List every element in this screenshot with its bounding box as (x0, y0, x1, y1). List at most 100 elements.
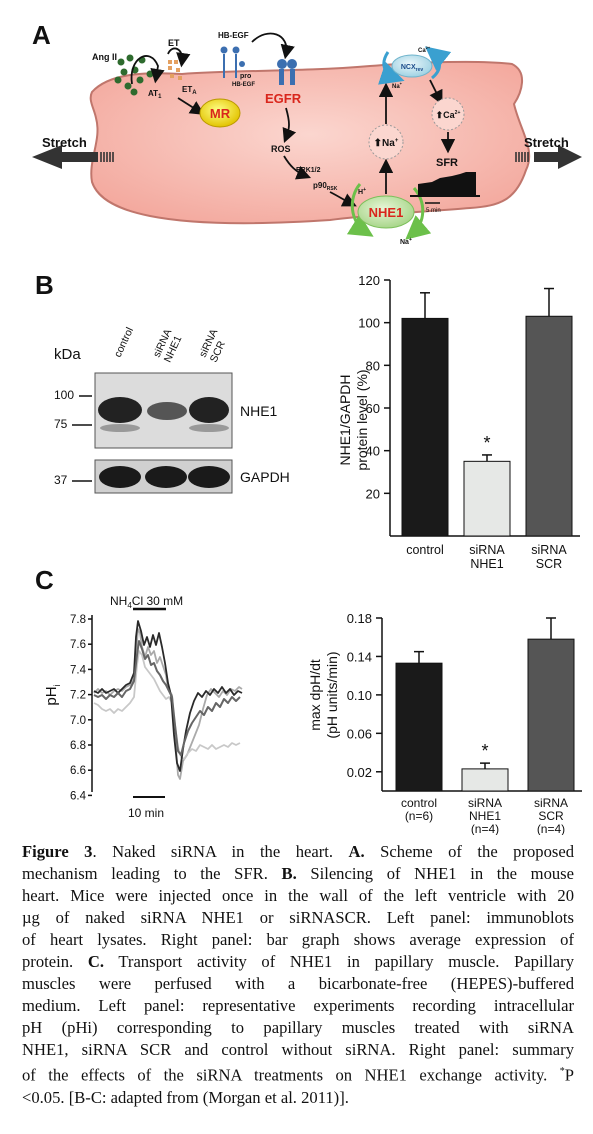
nhe1-node (357, 195, 415, 229)
chart-c-category-label: control (401, 796, 437, 810)
sfr-trace (410, 172, 480, 204)
svg-text:ETA: ETA (182, 85, 197, 96)
phi-trace: NH4Cl 30 mM pHi 7.8 7.6 7.4 7.2 7.0 6.8 6.6 6.4… (43, 594, 243, 820)
panel-b-letter: B (35, 270, 54, 300)
treatment-label: NH4Cl 30 mM (110, 594, 183, 610)
chart-c: 0.02 0.06 0.10 0.14 0.18 * control(n=6) siRNA… (307, 611, 582, 835)
hbegf-label: HB-EGF (218, 31, 249, 40)
kda-label: kDa (54, 346, 81, 363)
trace-curves (93, 620, 243, 780)
trace-ytick-label: 7.2 (70, 690, 86, 702)
caption-line-3: heart. Mice were injected once in the wa… (22, 886, 574, 905)
chart-c-bar (527, 638, 575, 792)
svg-text:Ca2+: Ca2+ (418, 45, 431, 54)
chart-c-category-label: (n=6) (405, 809, 433, 823)
chart-c-category-label: NHE1 (469, 809, 501, 823)
lane-label-sirna-nhe1: siRNANHE1 (151, 327, 185, 364)
chart-c-ytick-label: 0.10 (347, 688, 372, 703)
sfr-label: SFR (436, 157, 458, 169)
chart-b-ylabel: NHE1/GAPDHprotein level (%) (337, 369, 370, 470)
egfr-label: EGFR (265, 91, 302, 106)
sfr-scale: 5 min (426, 208, 441, 214)
svg-text:NCXrev: NCXrev (401, 64, 424, 73)
caption-line-2: mechanism leading to the SFR. B. Silenci… (22, 864, 574, 883)
trace-ytick-label: 7.6 (70, 639, 86, 651)
svg-text:Na+: Na+ (392, 81, 403, 90)
trace-ytick-label: 6.6 (70, 765, 86, 777)
band-label-gapdh: GAPDH (240, 469, 290, 485)
chart-c-bar (395, 662, 443, 792)
svg-text:pro: pro (240, 73, 251, 80)
marker-75: 75 (54, 417, 68, 431)
svg-text:AT1: AT1 (148, 89, 162, 100)
chart-c-ytick-label: 0.02 (347, 765, 372, 780)
hbegf-ligands (220, 46, 245, 78)
chart-c-ytick-label: 0.18 (347, 611, 372, 626)
chart-c-category-label: (n=4) (537, 822, 565, 835)
chart-c-significance: * (481, 741, 488, 761)
western-blot: kDa control siRNANHE1 siRNASCR 100 75 37… (54, 326, 290, 494)
chart-b-ytick-label: 20 (366, 486, 380, 501)
chart-b-ytick-label: 60 (366, 401, 380, 416)
cardiomyocyte-cell (89, 60, 531, 225)
trace-ylabel: pHi (43, 684, 62, 705)
angii-label: Ang II (92, 52, 117, 62)
chart-c-category-label: siRNA (468, 796, 502, 810)
panel-a-letter: A (32, 20, 51, 50)
lane-label-control: control (112, 326, 136, 360)
trace-ytick-label: 7.8 (70, 614, 86, 626)
caption-line-10: NHE1, siRNA SCR and control without siRN… (22, 1040, 574, 1059)
chart-b-category-label: NHE1 (470, 557, 503, 571)
erk-label: ERK1/2 (296, 167, 321, 174)
svg-text:MR: MR (210, 106, 231, 121)
chart-b-bar (525, 315, 573, 537)
chart-b-bar (401, 317, 449, 537)
caption-line-11: of the effects of the siRNA treatments o… (22, 1065, 574, 1085)
caption-line-9: pH (pHi) corresponding to papillary musc… (22, 1018, 574, 1037)
trace-scale: 10 min (128, 806, 164, 820)
chart-c-category-label: siRNA (534, 796, 568, 810)
trace-ytick-label: 6.8 (70, 740, 86, 752)
caption-line-6: protein. C. Transport activity of NHE1 i… (22, 952, 574, 971)
chart-c-ytick-label: 0.14 (347, 649, 372, 664)
caption-line-7: muscles were perfused with a bicarbonate… (22, 974, 574, 993)
stretch-left-arrow (32, 145, 114, 169)
chart-b-category-label: control (406, 543, 444, 557)
chart-b-category-label: SCR (536, 557, 562, 571)
chart-b-ytick-label: 120 (358, 273, 380, 288)
chart-c-bar (461, 768, 509, 792)
svg-text:Na+: Na+ (400, 237, 412, 246)
panel-c-letter: C (35, 565, 54, 595)
figure-caption: Figure 3. Naked siRNA in the heart. A. S… (22, 841, 574, 1109)
band-label-nhe1: NHE1 (240, 403, 278, 419)
panel-a-scheme: Stretch Stretch Ang II AT1 ET ETA MR HB-… (32, 31, 582, 246)
chart-b-bar (463, 460, 511, 537)
egfr-receptor (277, 59, 297, 85)
ncx-node (391, 54, 433, 78)
stretch-right-label: Stretch (524, 135, 569, 150)
svg-text:H+: H+ (358, 187, 366, 196)
ros-label: ROS (271, 144, 291, 154)
chart-b-category-label: siRNA (469, 543, 505, 557)
chart-c-ytick-label: 0.06 (347, 726, 372, 741)
mr-node (199, 98, 241, 128)
stretch-right-arrow (515, 145, 582, 169)
trace-ytick-label: 7.0 (70, 715, 86, 727)
chart-b-ytick-label: 80 (366, 358, 380, 373)
chart-b-category-label: siRNA (531, 543, 567, 557)
trace-ytick-label: 6.4 (70, 790, 87, 802)
chart-c-ylabel: max dpH/dt(pH units/min) (307, 651, 340, 738)
chart-b-ytick-label: 100 (358, 316, 380, 331)
caption-line-1: Figure 3. Naked siRNA in the heart. A. S… (22, 842, 574, 861)
caption-line-5: of heart lysates. Right panel: bar graph… (22, 930, 574, 949)
angii-molecules (114, 54, 154, 96)
stretch-left-label: Stretch (42, 135, 87, 150)
svg-text:⬆Ca2+: ⬆Ca2+ (436, 110, 461, 120)
lane-label-sirna-scr: siRNASCR (197, 327, 231, 364)
marker-37: 37 (54, 473, 68, 487)
svg-text:HB-EGF: HB-EGF (232, 82, 255, 88)
trace-ytick-label: 7.4 (70, 664, 87, 676)
chart-c-category-label: (n=4) (471, 822, 499, 835)
marker-100: 100 (54, 388, 74, 402)
